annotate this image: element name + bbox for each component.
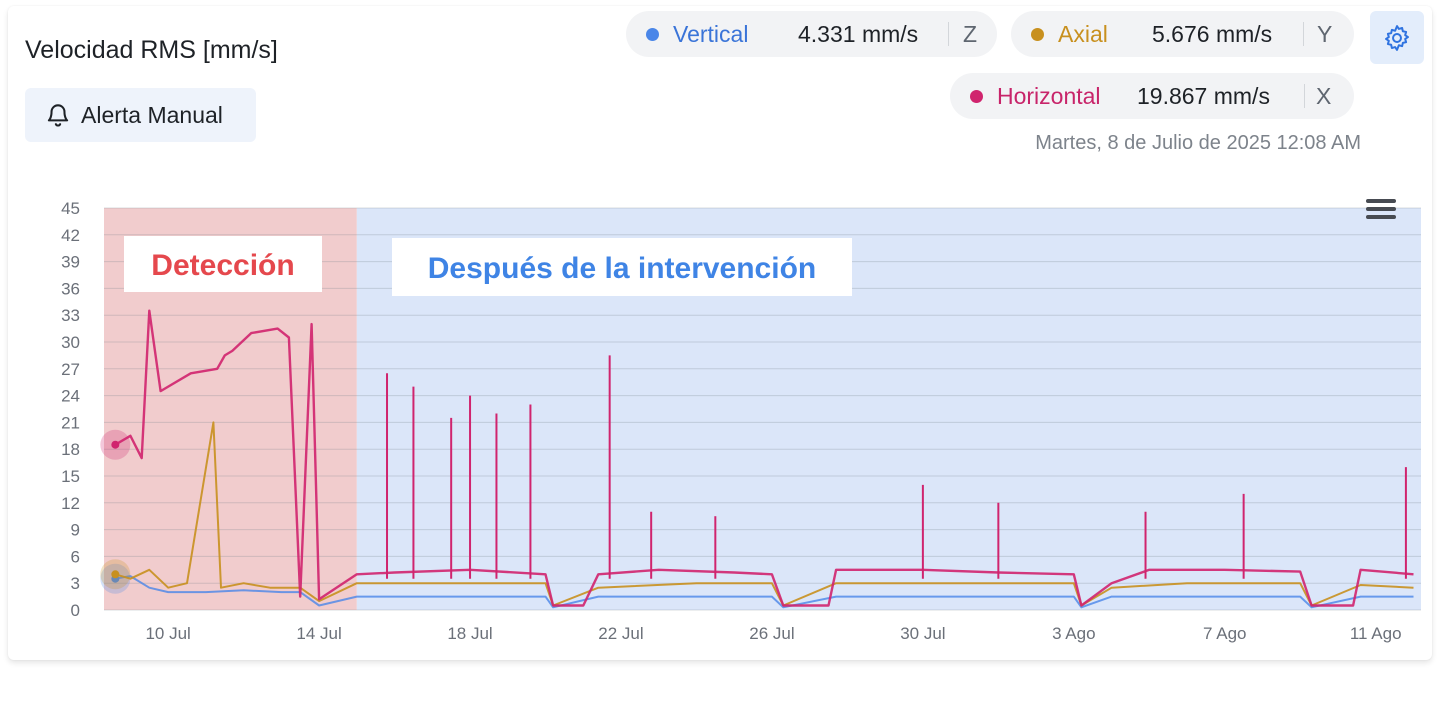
- y-tick-label: 36: [61, 279, 80, 298]
- legend-item-vertical[interactable]: Vertical 4.331 mm/s Z: [626, 11, 997, 57]
- y-tick-label: 15: [61, 467, 80, 486]
- y-tick-label: 24: [61, 387, 80, 406]
- y-tick-label: 6: [71, 547, 80, 566]
- y-tick-label: 21: [61, 413, 80, 432]
- legend-axis: X: [1316, 82, 1332, 109]
- legend-name: Horizontal: [997, 82, 1101, 109]
- series-line-vertical: [115, 575, 1414, 609]
- manual-alert-label: Alerta Manual: [81, 101, 223, 128]
- legend-separator: [948, 22, 949, 46]
- legend-item-axial[interactable]: Axial 5.676 mm/s Y: [1011, 11, 1354, 57]
- legend-separator: [1303, 22, 1304, 46]
- manual-alert-button[interactable]: Alerta Manual: [25, 88, 256, 142]
- series-line-horizontal: [114, 309, 1414, 607]
- y-tick-label: 12: [61, 494, 80, 513]
- legend-value: 4.331 mm/s: [798, 20, 919, 47]
- y-tick-label: 33: [61, 306, 80, 325]
- legend-name: Axial: [1058, 20, 1108, 47]
- gear-icon: [1385, 24, 1409, 51]
- y-tick-label: 3: [71, 574, 80, 593]
- y-tick-label: 39: [61, 253, 80, 272]
- settings-button[interactable]: [1370, 11, 1424, 64]
- x-tick-label: 10 Jul: [145, 624, 190, 643]
- y-tick-label: 9: [71, 521, 80, 540]
- bell-icon: [47, 104, 69, 127]
- legend-axis: Y: [1317, 20, 1333, 47]
- vertical-dot-icon: [646, 27, 659, 41]
- chart-title: Velocidad RMS [mm/s]: [25, 36, 278, 64]
- legend-item-horizontal[interactable]: Horizontal 19.867 mm/s X: [950, 73, 1354, 119]
- x-tick-label: 26 Jul: [749, 624, 794, 643]
- axial-dot-icon: [1031, 27, 1044, 41]
- x-tick-label: 22 Jul: [598, 624, 643, 643]
- chart-menu-button[interactable]: [1364, 196, 1398, 226]
- timestamp: Martes, 8 de Julio de 2025 12:08 AM: [1035, 132, 1361, 154]
- marker-horizontal: [111, 440, 120, 449]
- legend-separator: [1304, 84, 1305, 108]
- x-tick-label: 11 Ago: [1350, 624, 1402, 643]
- x-tick-label: 14 Jul: [296, 624, 341, 643]
- y-tick-label: 0: [71, 601, 80, 620]
- legend-name: Vertical: [673, 20, 749, 47]
- y-tick-label: 42: [61, 226, 80, 245]
- y-tick-label: 30: [61, 333, 80, 352]
- y-tick-label: 45: [61, 199, 80, 218]
- horizontal-dot-icon: [970, 89, 983, 103]
- x-tick-label: 7 Ago: [1203, 624, 1247, 643]
- menu-icon: [1366, 199, 1396, 203]
- y-tick-label: 18: [61, 440, 80, 459]
- x-tick-label: 3 Ago: [1052, 624, 1096, 643]
- marker-axial: [111, 570, 120, 579]
- region-label-1: Después de la intervención: [428, 252, 816, 285]
- x-tick-label: 30 Jul: [900, 624, 945, 643]
- x-tick-label: 18 Jul: [447, 624, 492, 643]
- region-label-box-1: [392, 238, 852, 296]
- legend-axis: Z: [963, 20, 978, 47]
- region-label-0: Detección: [151, 249, 294, 282]
- y-tick-label: 27: [61, 360, 80, 379]
- legend-value: 19.867 mm/s: [1137, 82, 1270, 109]
- region-label-box-0: [124, 236, 322, 292]
- legend-value: 5.676 mm/s: [1152, 20, 1273, 47]
